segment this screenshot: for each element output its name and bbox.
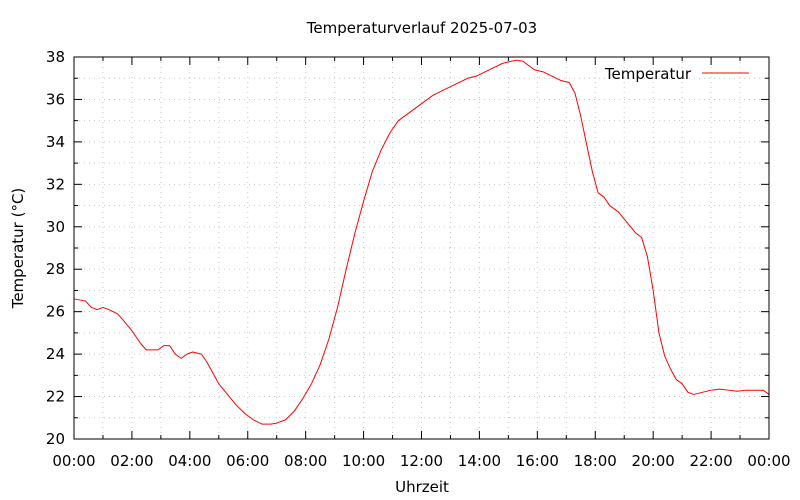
x-tick-label: 10:00 <box>342 452 385 470</box>
y-tick-label: 26 <box>46 303 65 321</box>
x-tick-label: 00:00 <box>52 452 95 470</box>
y-tick-label: 28 <box>46 260 65 278</box>
chart-title: Temperaturverlauf 2025-07-03 <box>306 19 537 37</box>
x-tick-label: 12:00 <box>400 452 443 470</box>
y-tick-label: 38 <box>46 48 65 66</box>
x-tick-label: 04:00 <box>168 452 211 470</box>
x-tick-label: 00:00 <box>747 452 790 470</box>
series-line-temperatur <box>73 59 770 425</box>
x-tick-label: 02:00 <box>110 452 153 470</box>
legend-label-temperatur: Temperatur <box>604 65 692 83</box>
x-tick-label: 20:00 <box>632 452 675 470</box>
y-axis-title: Temperatur (°C) <box>9 188 27 310</box>
x-tick-label: 14:00 <box>458 452 501 470</box>
y-tick-label: 22 <box>46 388 65 406</box>
x-axis-title: Uhrzeit <box>395 478 449 496</box>
grid-lines <box>74 57 769 439</box>
x-tick-label: 08:00 <box>284 452 327 470</box>
y-tick-label: 24 <box>46 345 65 363</box>
x-tick-label: 22:00 <box>689 452 732 470</box>
series-layer <box>73 59 770 425</box>
y-tick-label: 30 <box>46 218 65 236</box>
y-tick-label: 34 <box>46 133 65 151</box>
y-tick-label: 20 <box>46 430 65 448</box>
plot-frame <box>73 56 770 440</box>
legend: Temperatur <box>604 65 749 83</box>
x-tick-label: 16:00 <box>516 452 559 470</box>
y-tick-label: 36 <box>46 90 65 108</box>
x-tick-label: 06:00 <box>226 452 269 470</box>
y-tick-label: 32 <box>46 175 65 193</box>
tick-labels: 00:00 02:00 04:00 06:00 08:00 10:00 12:00 14:00… <box>46 48 791 470</box>
x-tick-label: 18:00 <box>574 452 617 470</box>
